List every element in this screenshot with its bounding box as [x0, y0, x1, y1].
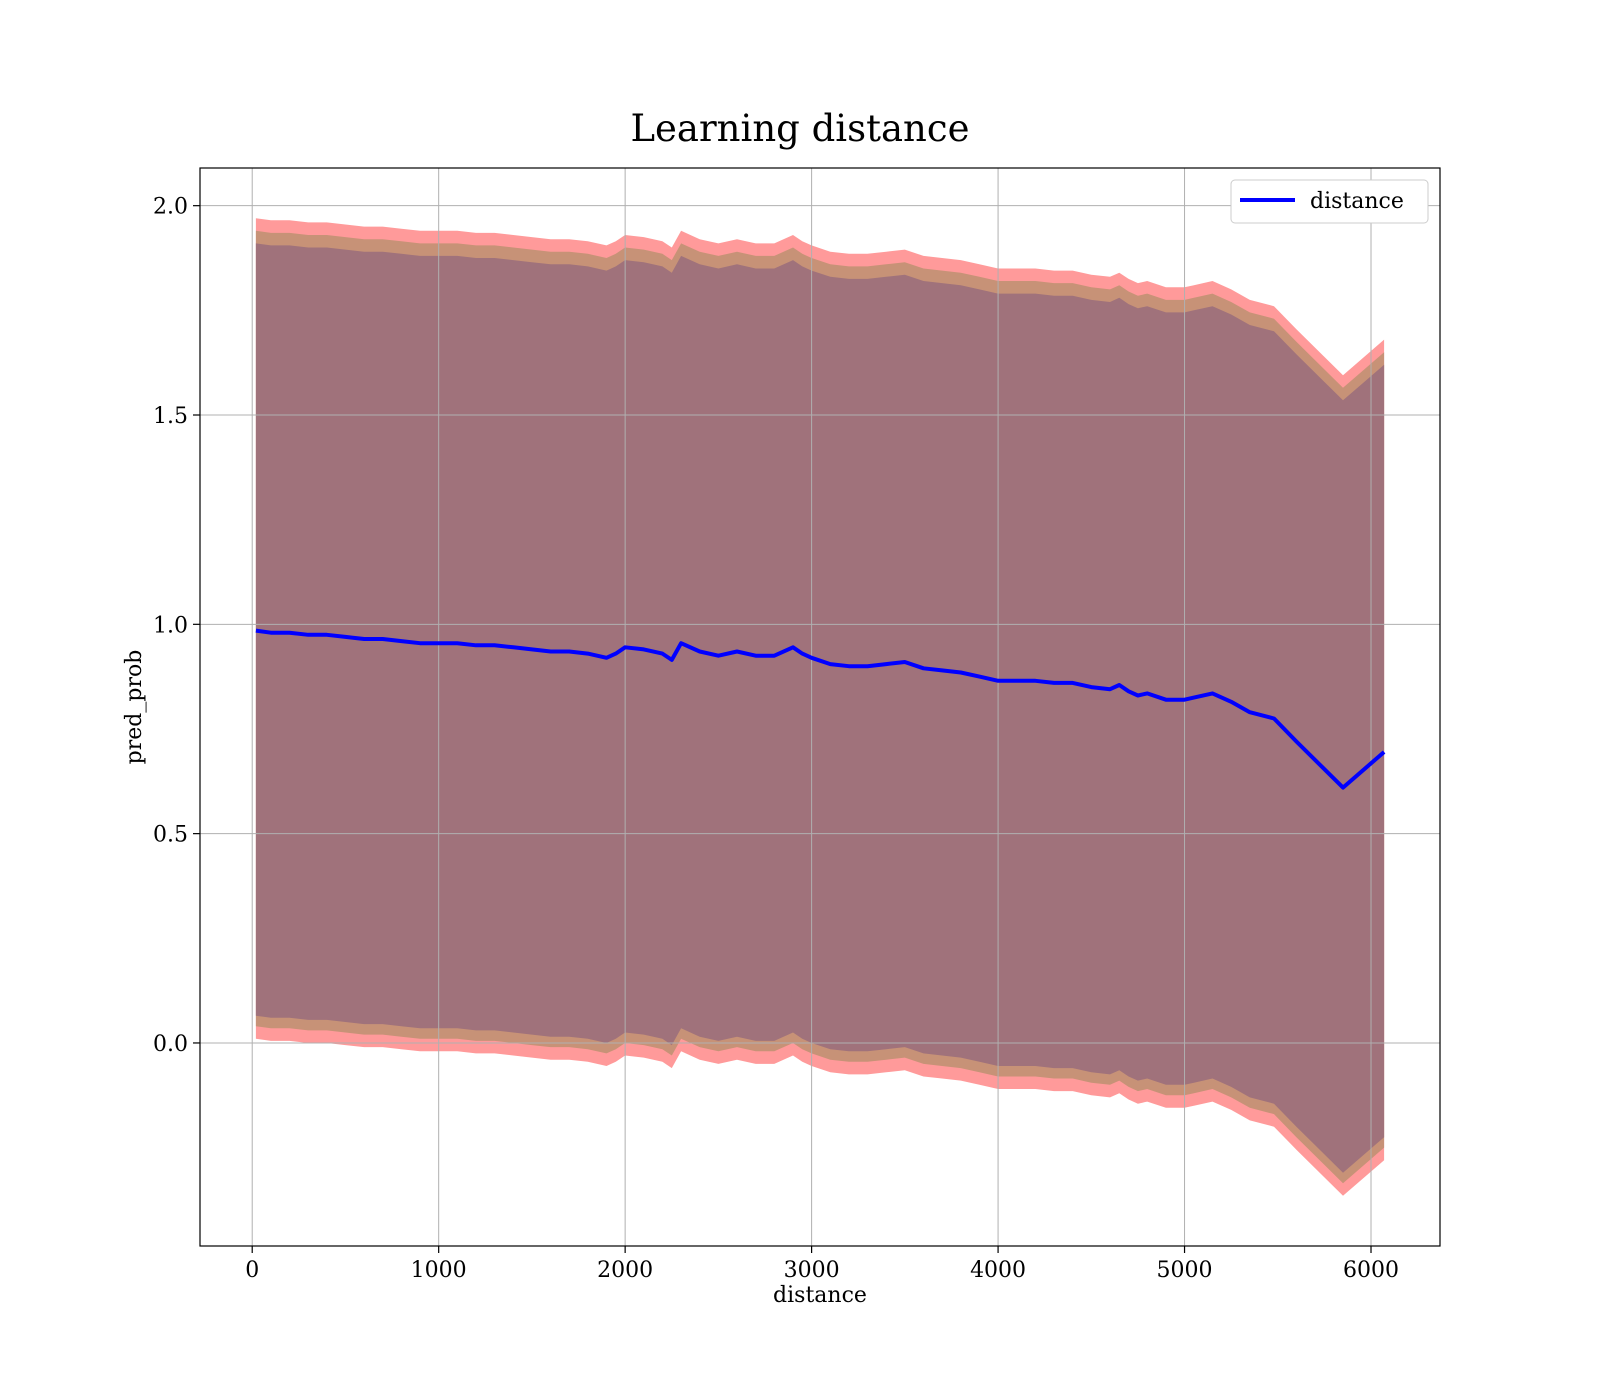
x-tick-label: 4000 [970, 1258, 1026, 1283]
band-inner [255, 243, 1385, 1173]
x-tick-label: 3000 [784, 1258, 840, 1283]
legend: distance [1230, 179, 1429, 224]
y-tick-label: 1.5 [153, 404, 188, 429]
legend-frame [1230, 179, 1429, 224]
x-tick-label: 2000 [597, 1258, 653, 1283]
plot-frame [199, 167, 1441, 1247]
x-axis-title: distance [773, 1283, 867, 1308]
y-tick-label: 0.0 [153, 1032, 188, 1057]
y-axis: 0.0 0.5 1.0 1.5 2.0 [153, 195, 200, 1057]
grid [200, 168, 1440, 1246]
confidence-bands [255, 218, 1385, 1196]
chart-title: Learning distance [630, 107, 969, 150]
x-tick-label: 6000 [1343, 1258, 1399, 1283]
x-tick-label: 1000 [411, 1258, 467, 1283]
y-tick-label: 1.0 [153, 613, 188, 638]
legend-label-distance: distance [1310, 189, 1404, 214]
x-tick-label: 5000 [1157, 1258, 1213, 1283]
y-tick-label: 0.5 [153, 823, 188, 848]
y-axis-title: pred_prob [122, 650, 147, 765]
series-lines [255, 628, 1386, 790]
x-axis: 0 1000 2000 3000 4000 5000 6000 [245, 1246, 1399, 1283]
x-tick-label: 0 [245, 1258, 259, 1283]
y-tick-label: 2.0 [153, 195, 188, 220]
series-line-distance [255, 628, 1386, 790]
